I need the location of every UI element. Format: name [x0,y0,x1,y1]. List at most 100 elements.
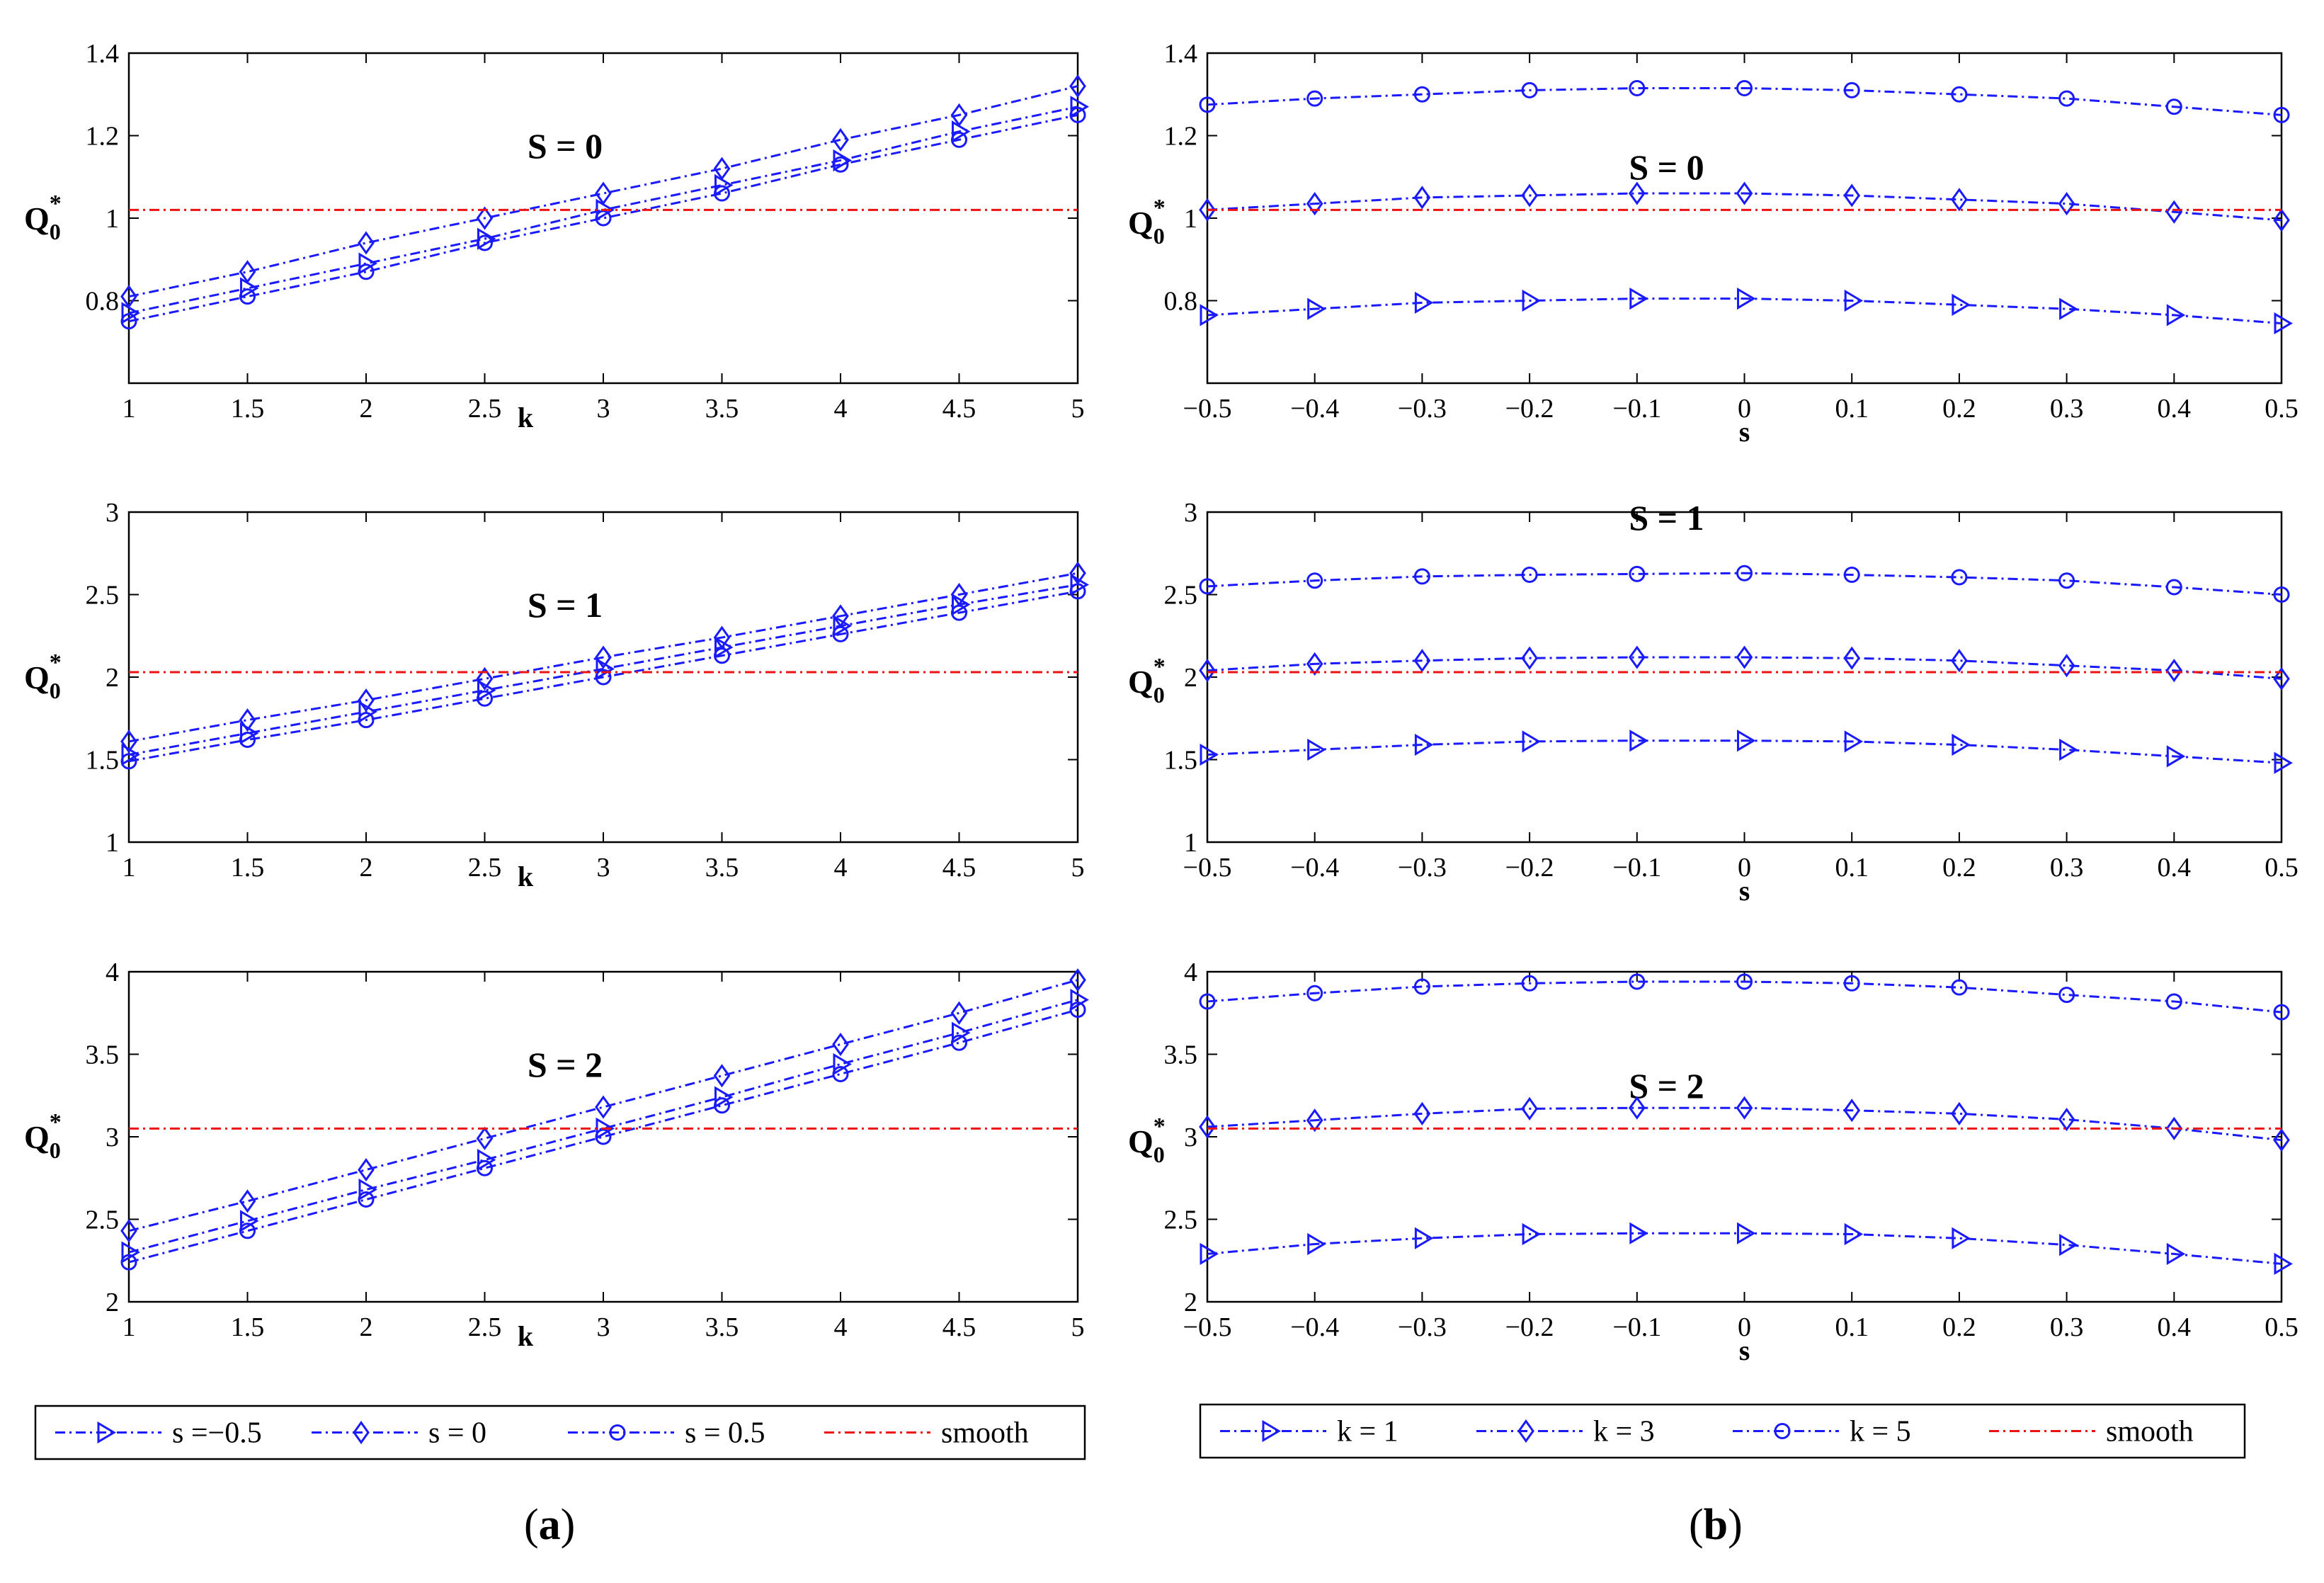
x-tick-label: 0.4 [2158,394,2192,424]
y-tick-label: 1.4 [1164,39,1198,69]
data-point-triangle [1414,1227,1434,1249]
y-axis-label: Q0* [1128,195,1166,249]
panel-title: S = 0 [1629,147,1704,187]
y-axis-label-main: Q [1128,205,1154,241]
data-point-circle [1951,569,1968,586]
y-tick-label: 1.5 [1164,746,1198,776]
x-tick-label: 5 [1071,394,1085,424]
data-point-diamond [1306,652,1323,676]
x-tick-label: 0 [1738,1312,1751,1342]
data-point-circle [1069,106,1086,123]
data-point-diamond [2273,666,2290,691]
y-tick-label: 1.2 [86,122,120,152]
series-line-triangle [1207,1232,2282,1265]
x-axis-label: k [518,861,534,892]
data-point-circle [2273,1004,2290,1021]
data-point-diamond [713,625,731,649]
legend-box [1199,1403,2246,1459]
x-tick-label: −0.1 [1612,394,1661,424]
data-point-circle [1736,564,1753,581]
x-tick-label: 3 [597,394,610,424]
x-tick-label: 4.5 [942,1312,976,1342]
x-tick-label: 1 [123,1312,136,1342]
panel-a3: 1 1.5 2 2.5 3 3.5 4 4.5 5 2 2.5 3 3.5 4 k Q0* S = 2 [24,958,1089,1352]
data-point-triangle [2274,312,2293,335]
y-tick-label: 1 [1184,828,1197,858]
data-point-circle [1629,565,1646,582]
data-point-triangle [2059,297,2078,320]
data-point-circle [595,1128,612,1145]
data-point-triangle [833,615,852,637]
x-tick-label: 2 [360,394,373,424]
x-tick-label: 0.5 [2265,1312,2299,1342]
data-point-circle [714,647,730,664]
data-point-circle [2058,90,2075,107]
data-point-circle [1521,81,1538,98]
data-point-triangle [1844,1222,1864,1246]
x-tick-label: 0.2 [1942,1312,1976,1342]
y-tick-label: 3 [106,1123,119,1152]
data-point-diamond [2273,208,2290,232]
x-tick-label: −0.1 [1612,853,1661,883]
data-point-triangle [477,1148,496,1171]
data-point-triangle [1414,733,1434,756]
x-tick-label: 2.5 [468,853,502,883]
legend-label: s = 0 [428,1417,486,1450]
data-point-diamond [1521,646,1538,670]
x-tick-label: 3.5 [705,853,739,883]
series-line-triangle [1207,739,2282,764]
data-point-diamond [476,206,494,230]
data-point-diamond [713,157,731,181]
data-point-triangle [1070,96,1089,118]
series-line-circle [1207,980,2282,1014]
x-tick-label: 3 [597,853,610,883]
data-point-circle [1843,975,1860,992]
y-axis-label-sup: * [50,1109,62,1135]
data-point-diamond [950,103,968,127]
legend-a: s =−0.5 s = 0 s = 0.5 smooth [34,1405,1086,1460]
data-point-diamond [1736,181,1753,205]
x-tick-label: 0.3 [2050,394,2084,424]
data-point-triangle [952,1021,971,1044]
data-point-circle [120,1254,137,1271]
x-tick-label: 0 [1738,853,1751,883]
legend-b: k = 1 k = 3 k = 5 smooth [1199,1403,2246,1459]
x-axis-label: k [518,1320,534,1352]
panel-b1: −0.5 −0.4 −0.3 −0.2 −0.1 0 0.1 0.2 0.3 0.4 0.5 0.8 1… [1128,39,2299,448]
data-point-diamond [239,260,256,284]
data-point-circle [1413,86,1430,103]
x-tick-label: −0.4 [1290,853,1339,883]
y-axis-label: Q0* [1128,654,1166,708]
data-point-circle [595,669,612,686]
y-tick-label: 1.2 [1164,122,1198,152]
y-tick-label: 2.5 [1164,581,1198,611]
panel-title: S = 1 [1629,498,1704,538]
x-tick-label: 0.5 [2265,394,2299,424]
data-point-triangle [714,636,734,659]
data-point-triangle [2274,751,2293,774]
series-line-circle [1207,572,2282,596]
series-line-diamond [128,572,1078,743]
data-point-triangle [2166,745,2186,768]
y-tick-label: 2 [1184,1288,1197,1317]
series-line-diamond [1207,192,2282,222]
x-tick-label: 2.5 [468,1312,502,1342]
data-point-diamond [713,1064,731,1088]
data-point-triangle [833,1053,852,1076]
y-axis-label-sup: * [1154,654,1166,680]
data-point-triangle [1629,287,1648,310]
data-point-diamond [1951,188,1968,212]
data-point-circle [1951,86,1968,103]
y-tick-label: 4 [1184,958,1197,987]
data-point-diamond [1306,192,1323,216]
data-point-circle [2058,572,2075,589]
data-point-circle [477,690,493,707]
data-point-triangle [1629,730,1648,752]
data-point-circle [1521,567,1538,584]
panel-b2: −0.5 −0.4 −0.3 −0.2 −0.1 0 0.1 0.2 0.3 0.4 0.5 1 1.5… [1128,498,2299,907]
data-point-diamond [120,1219,137,1243]
data-point-triangle [2274,1252,2293,1276]
data-point-diamond [2058,192,2075,216]
y-tick-label: 1.4 [86,39,120,69]
data-point-triangle [121,1241,140,1264]
